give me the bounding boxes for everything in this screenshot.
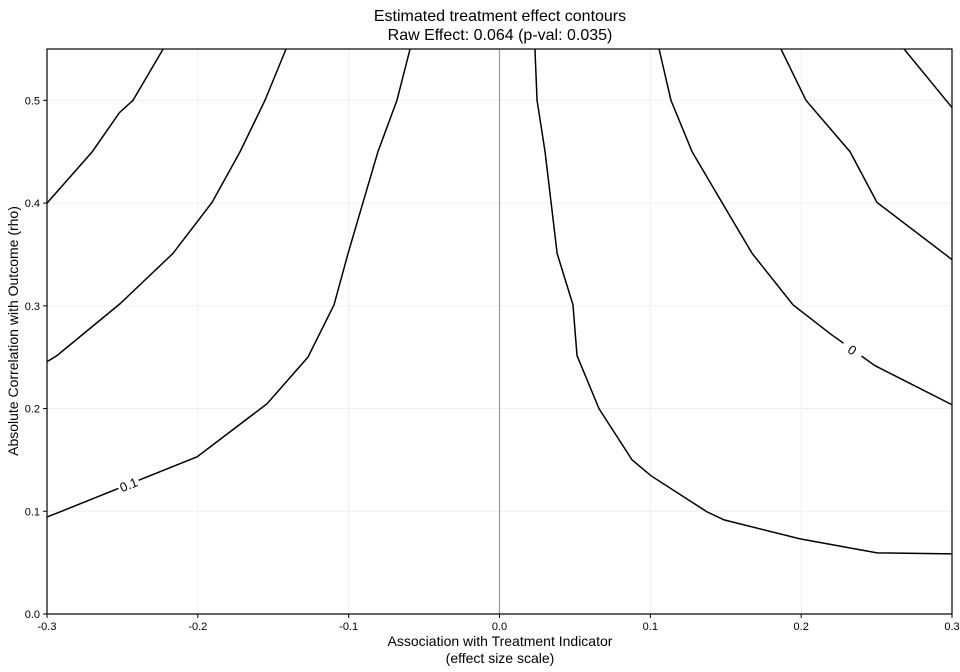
contour-line bbox=[46, 48, 287, 363]
x-tick-label: -0.1 bbox=[339, 621, 358, 633]
x-tick-label: 0.3 bbox=[944, 621, 959, 633]
y-tick-label: 0.0 bbox=[25, 609, 40, 621]
chart-title: Estimated treatment effect contours bbox=[374, 8, 626, 25]
x-tick-label: -0.2 bbox=[188, 621, 207, 633]
x-tick-label: 0.0 bbox=[492, 621, 507, 633]
x-axis-title: Association with Treatment Indicator bbox=[388, 633, 613, 649]
contour-label-bg bbox=[838, 336, 867, 363]
contour-line bbox=[46, 48, 164, 204]
y-tick-label: 0.2 bbox=[25, 404, 40, 416]
contour-label: 0.1 bbox=[118, 474, 140, 495]
y-axis-title: Absolute Correlation with Outcome (rho) bbox=[5, 206, 21, 456]
contour-line bbox=[903, 48, 953, 109]
y-tick-label: 0.3 bbox=[25, 301, 40, 313]
contour-line bbox=[780, 48, 953, 261]
contour-line bbox=[46, 48, 411, 518]
y-tick-label: 0.5 bbox=[25, 95, 40, 107]
plot-border bbox=[46, 48, 953, 615]
x-axis-subtitle: (effect size scale) bbox=[446, 650, 555, 666]
contour-line bbox=[534, 48, 953, 555]
chart-subtitle: Raw Effect: 0.064 (p-val: 0.035) bbox=[388, 27, 613, 44]
x-tick-label: 0.2 bbox=[794, 621, 809, 633]
y-tick-label: 0.1 bbox=[25, 506, 40, 518]
contour-label-bg bbox=[115, 472, 142, 496]
x-tick-label: 0.1 bbox=[643, 621, 658, 633]
y-tick-label: 0.4 bbox=[25, 198, 40, 210]
x-tick-label: -0.3 bbox=[38, 621, 57, 633]
